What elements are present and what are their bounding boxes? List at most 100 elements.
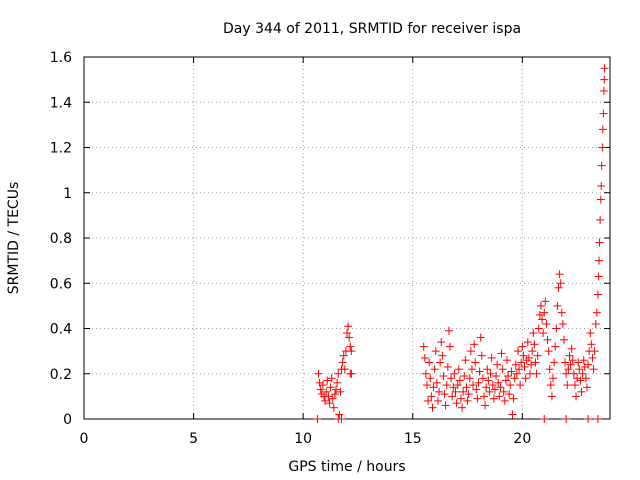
data-point: [556, 279, 565, 288]
data-point: [600, 64, 609, 73]
data-point: [565, 351, 574, 360]
data-point: [449, 383, 458, 392]
data-point: [592, 308, 601, 317]
data-point: [563, 381, 572, 390]
data-point: [487, 353, 496, 362]
data-point: [516, 381, 525, 390]
data-point: [539, 329, 548, 338]
data-point: [561, 358, 570, 367]
data-point: [347, 347, 356, 356]
data-point: [513, 347, 522, 356]
y-tick-label: 1: [63, 186, 72, 202]
data-point: [501, 376, 510, 385]
data-point: [429, 383, 438, 392]
data-point: [454, 365, 463, 374]
data-point: [531, 358, 540, 367]
data-point: [431, 347, 440, 356]
data-point: [507, 367, 516, 376]
y-tick-label: 0.2: [50, 367, 72, 383]
chart-title: Day 344 of 2011, SRMTID for receiver isp…: [223, 21, 521, 37]
data-point: [541, 297, 550, 306]
data-point: [476, 333, 485, 342]
data-point: [509, 394, 518, 403]
data-point: [444, 326, 453, 335]
data-point: [493, 360, 502, 369]
data-point: [570, 381, 579, 390]
data-point: [474, 378, 483, 387]
data-point: [490, 385, 499, 394]
data-point: [420, 353, 429, 362]
data-point: [460, 372, 469, 381]
data-point: [511, 360, 520, 369]
data-point: [545, 365, 554, 374]
data-point: [328, 394, 337, 403]
data-point: [544, 347, 553, 356]
data-point: [419, 342, 428, 351]
data-point: [313, 415, 322, 423]
data-point: [432, 378, 441, 387]
data-point: [590, 347, 599, 356]
data-point: [426, 374, 435, 383]
data-point: [549, 374, 558, 383]
data-point: [502, 356, 511, 365]
data-point: [576, 376, 585, 385]
data-point: [584, 415, 593, 423]
data-point: [595, 238, 604, 247]
data-point: [435, 387, 444, 396]
data-point: [500, 396, 509, 405]
data-point: [497, 349, 506, 358]
x-tick-label: 20: [513, 431, 531, 447]
data-point: [489, 394, 498, 403]
data-point: [550, 358, 559, 367]
data-point: [421, 369, 430, 378]
data-point: [533, 351, 542, 360]
data-point: [446, 342, 455, 351]
data-point: [482, 383, 491, 392]
data-point: [538, 315, 547, 324]
data-point: [436, 358, 445, 367]
data-point: [594, 272, 603, 281]
data-point: [484, 376, 493, 385]
data-point: [492, 372, 501, 381]
data-point: [478, 374, 487, 383]
data-point: [593, 290, 602, 299]
data-point: [477, 351, 486, 360]
data-point: [325, 399, 334, 408]
data-point: [523, 338, 532, 347]
data-point: [529, 329, 538, 338]
data-point: [589, 365, 598, 374]
x-tick-label: 15: [404, 431, 422, 447]
data-point: [555, 270, 564, 279]
data-point: [322, 387, 331, 396]
x-tick-labels: 0 5 10 15 20: [80, 431, 532, 447]
data-point: [598, 125, 607, 134]
data-point: [562, 369, 571, 378]
data-point: [557, 308, 566, 317]
data-point: [494, 378, 503, 387]
y-tick-label: 0.8: [50, 231, 72, 247]
data-point: [332, 385, 341, 394]
data-point: [450, 369, 459, 378]
data-point: [327, 374, 336, 383]
data-point: [495, 392, 504, 401]
y-tick-label: 0: [63, 412, 72, 428]
y-tick-label: 0.6: [50, 276, 72, 292]
data-point: [508, 410, 517, 419]
data-point: [528, 347, 537, 356]
data-point: [532, 369, 541, 378]
data-point: [486, 369, 495, 378]
data-point: [517, 358, 526, 367]
data-point: [567, 344, 576, 353]
data-point: [314, 369, 323, 378]
data-point: [425, 358, 434, 367]
data-point: [458, 403, 467, 412]
data-point: [524, 353, 533, 362]
data-point: [547, 392, 556, 401]
data-point: [461, 356, 470, 365]
data-point: [530, 340, 539, 349]
data-point: [593, 415, 602, 423]
data-point: [470, 340, 479, 349]
data-point: [324, 392, 333, 401]
data-point: [562, 415, 571, 423]
